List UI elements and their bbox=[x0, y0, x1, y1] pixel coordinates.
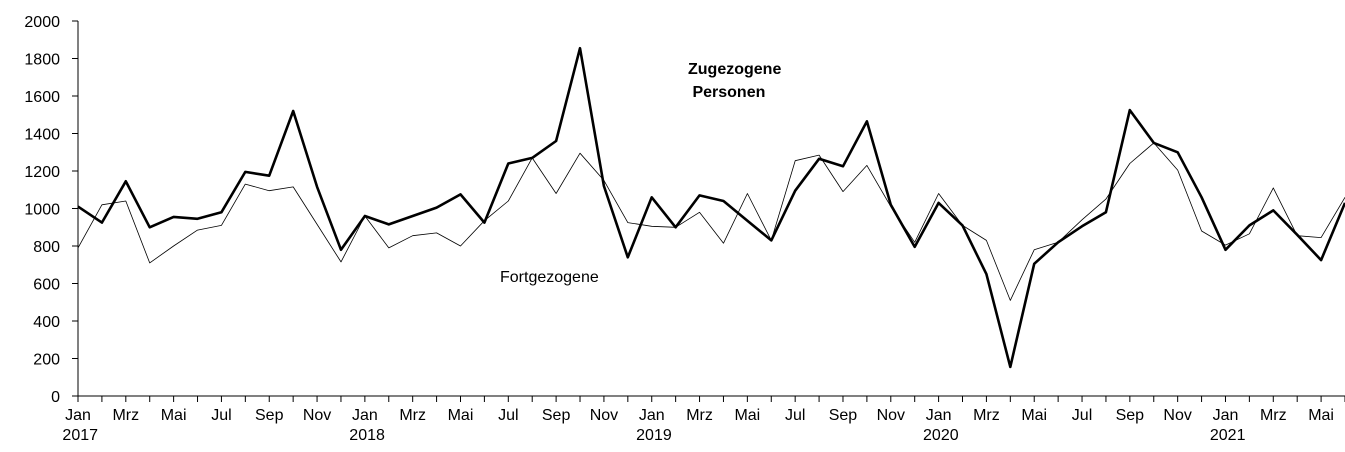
x-tick-label: Mai bbox=[1021, 407, 1047, 424]
y-tick-label: 1000 bbox=[24, 202, 60, 219]
x-tick-label: Mai bbox=[734, 407, 760, 424]
x-tick-label: Jan 2017 bbox=[58, 407, 98, 444]
x-tick-label: Mrz bbox=[973, 407, 1000, 424]
y-tick-label: 200 bbox=[33, 352, 60, 369]
y-tick-label: 1400 bbox=[24, 127, 60, 144]
x-tick-label: Jan 2019 bbox=[632, 407, 672, 444]
x-tick-label: Sep bbox=[829, 407, 858, 424]
x-tick-label: Jan 2021 bbox=[1205, 407, 1245, 444]
y-tick-label: 2000 bbox=[24, 14, 60, 31]
y-tick-label: 1800 bbox=[24, 52, 60, 69]
x-tick-label: Jan 2018 bbox=[345, 407, 385, 444]
y-tick-label: 400 bbox=[33, 314, 60, 331]
x-tick-label: Jan 2020 bbox=[919, 407, 959, 444]
x-tick-label: Jul bbox=[785, 407, 805, 424]
y-tick-label: 0 bbox=[51, 389, 60, 406]
x-tick-label: Sep bbox=[542, 407, 571, 424]
y-tick-label: 1200 bbox=[24, 164, 60, 181]
x-tick-label: Sep bbox=[255, 407, 284, 424]
x-tick-label: Nov bbox=[1163, 407, 1191, 424]
x-tick-label: Jul bbox=[498, 407, 518, 424]
x-tick-label: Mrz bbox=[399, 407, 426, 424]
x-tick-label: Nov bbox=[590, 407, 618, 424]
x-tick-label: Mrz bbox=[1260, 407, 1287, 424]
x-tick-label: Jul bbox=[211, 407, 231, 424]
y-tick-label: 1600 bbox=[24, 89, 60, 106]
y-tick-label: 800 bbox=[33, 239, 60, 256]
series-label: Fortgezogene bbox=[500, 269, 599, 286]
x-tick-label: Mai bbox=[161, 407, 187, 424]
x-tick-label: Sep bbox=[1116, 407, 1145, 424]
series-label: Zugezogene Personen bbox=[688, 61, 781, 101]
x-tick-label: Mai bbox=[448, 407, 474, 424]
y-tick-label: 600 bbox=[33, 277, 60, 294]
x-tick-label: Mrz bbox=[112, 407, 139, 424]
x-tick-label: Nov bbox=[303, 407, 331, 424]
x-tick-label: Nov bbox=[877, 407, 905, 424]
x-tick-label: Mai bbox=[1308, 407, 1334, 424]
x-tick-label: Mrz bbox=[686, 407, 713, 424]
x-tick-label: Jul bbox=[1072, 407, 1092, 424]
series-line bbox=[77, 46, 1345, 369]
series-line bbox=[77, 142, 1345, 301]
